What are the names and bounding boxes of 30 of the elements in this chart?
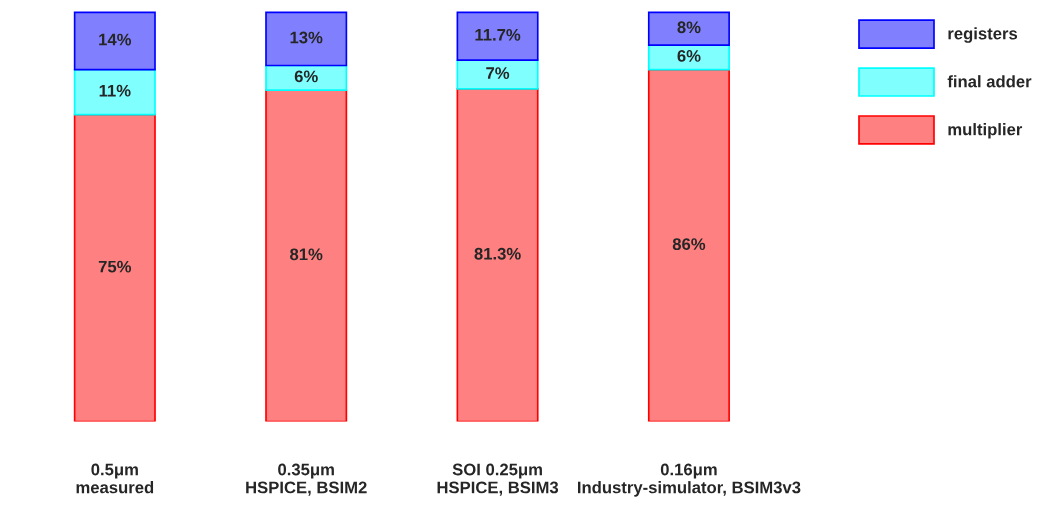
bar bbox=[647, 68, 730, 422]
data-label: 6% bbox=[294, 70, 318, 83]
data-label: 81.3% bbox=[474, 247, 521, 260]
bar bbox=[73, 11, 156, 71]
data-label: 13% bbox=[290, 31, 323, 44]
bar bbox=[265, 64, 348, 91]
x-tick-label: 0.35μm HSPICE, BSIM2 bbox=[246, 463, 367, 496]
data-label: 86% bbox=[672, 238, 706, 251]
data-label: 6% bbox=[677, 50, 701, 62]
data-label: 14% bbox=[99, 33, 132, 46]
bar bbox=[647, 11, 730, 46]
bar bbox=[456, 11, 539, 62]
legend-label: multiplier bbox=[948, 123, 1023, 139]
x-tick-label: SOI 0.25μm HSPICE, BSIM3 bbox=[437, 463, 559, 496]
x-tick-label: 0.16μm Industry-simulator, BSIM3v3 bbox=[577, 463, 801, 497]
data-label: 7% bbox=[486, 67, 510, 79]
legend-label: final adder bbox=[947, 75, 1032, 88]
legend-label: registers bbox=[948, 27, 1018, 43]
data-label: 8% bbox=[677, 21, 701, 34]
data-label: 11.7% bbox=[475, 28, 521, 41]
bar bbox=[456, 88, 539, 422]
data-label: 75% bbox=[98, 260, 132, 273]
bar bbox=[265, 11, 348, 67]
data-label: 11% bbox=[99, 84, 131, 97]
data-label: 81% bbox=[290, 248, 323, 261]
x-tick-label: 0.5μm measured bbox=[76, 463, 154, 494]
bar bbox=[265, 89, 348, 422]
bar bbox=[73, 68, 156, 116]
bar bbox=[73, 113, 156, 422]
bar bbox=[456, 59, 539, 90]
